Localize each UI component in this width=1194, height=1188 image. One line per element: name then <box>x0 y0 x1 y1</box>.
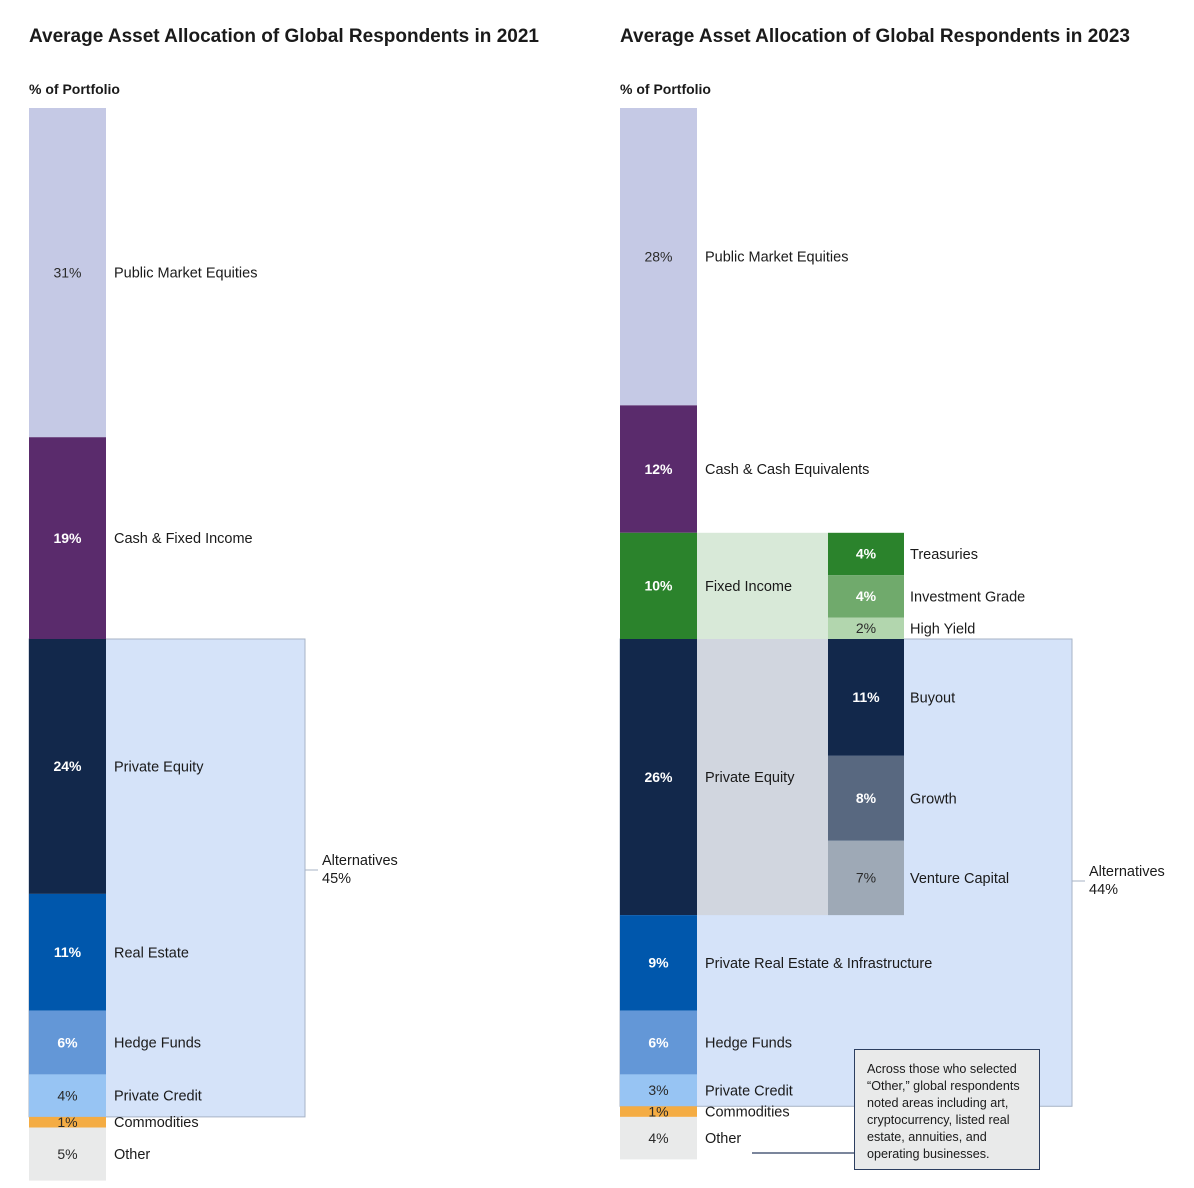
bar-segment-public-market-equities <box>620 108 697 406</box>
bar-segment-private-equity <box>620 639 697 916</box>
bar-segment-hedge-funds <box>620 1010 697 1075</box>
value-label-private-credit: 3% <box>648 1082 668 1098</box>
category-label-private-credit: Private Credit <box>114 1089 202 1105</box>
category-label-private-credit: Private Credit <box>705 1083 793 1099</box>
value-label-buyout: 11% <box>852 689 880 705</box>
sub-segment-high-yield <box>828 617 904 639</box>
private-equity-breakdown-area <box>697 639 828 916</box>
category-label-other: Other <box>705 1131 741 1147</box>
value-label-treasuries: 4% <box>856 546 877 562</box>
category-label-investment-grade: Investment Grade <box>910 590 1025 606</box>
category-label-real-estate: Real Estate <box>114 945 189 961</box>
group-label-alternatives-2023: Alternatives <box>1089 864 1165 880</box>
category-label-venture-capital: Venture Capital <box>910 871 1009 887</box>
bar-segment-cash-and-cash-equivalents <box>620 405 697 533</box>
category-label-cash-and-fixed-income: Cash & Fixed Income <box>114 531 253 547</box>
bar-segment-commodities <box>620 1106 697 1117</box>
category-label-cash-and-cash-equivalents: Cash & Cash Equivalents <box>705 462 869 478</box>
category-label-private-equity: Private Equity <box>705 770 795 786</box>
value-label-commodities: 1% <box>648 1103 668 1119</box>
value-label-public-market-equities: 28% <box>644 248 672 264</box>
fixed-income-breakdown-area <box>697 532 828 639</box>
bar-segment-private-credit <box>620 1074 697 1107</box>
other-annotation-note: Across those who selected “Other,” globa… <box>854 1049 1040 1170</box>
bar-segment-real-estate <box>29 893 106 1011</box>
category-label-commodities: Commodities <box>705 1105 790 1121</box>
value-label-public-market-equities: 31% <box>53 264 81 280</box>
group-value-alternatives-2021: 45% <box>322 871 351 887</box>
group-label-alternatives-2021: Alternatives <box>322 853 398 869</box>
category-label-hedge-funds: Hedge Funds <box>705 1036 792 1052</box>
category-label-commodities: Commodities <box>114 1115 199 1131</box>
value-label-growth: 8% <box>856 790 877 806</box>
sub-segment-investment-grade <box>828 575 904 618</box>
bar-segment-public-market-equities <box>29 108 106 438</box>
bar-segment-private-real-estate-and-infrastructure <box>620 915 697 1011</box>
bar-segment-cash-and-fixed-income <box>29 437 106 639</box>
value-label-cash-and-fixed-income: 19% <box>53 530 82 546</box>
sub-segment-buyout <box>828 639 904 756</box>
sub-segment-treasuries <box>828 532 904 576</box>
value-label-private-credit: 4% <box>57 1087 77 1103</box>
category-label-high-yield: High Yield <box>910 621 975 637</box>
bar-segment-private-equity <box>29 639 106 894</box>
chart-title-2023: Average Asset Allocation of Global Respo… <box>620 26 1130 47</box>
segment-labels-2021: Public Market Equities Cash & Fixed Incom… <box>114 266 257 1163</box>
segment-labels-2023: Public Market Equities Cash & Cash Equiva… <box>705 250 932 1147</box>
category-label-growth: Growth <box>910 791 957 807</box>
category-label-treasuries: Treasuries <box>910 547 978 563</box>
value-label-commodities: 1% <box>57 1114 77 1130</box>
value-label-hedge-funds: 6% <box>57 1034 78 1050</box>
value-label-fixed-income: 10% <box>644 578 673 594</box>
chart-title-2021: Average Asset Allocation of Global Respo… <box>29 26 539 47</box>
category-label-hedge-funds: Hedge Funds <box>114 1036 201 1052</box>
breakdown-bars-2023: 4% Treasuries 4% Investment Grade 2% High Yie… <box>828 532 1025 916</box>
value-label-private-equity: 26% <box>644 769 673 785</box>
sub-segment-growth <box>828 755 904 841</box>
stacked-bar-2023: 28% 12% 10% 26% 9% 6% 3% 1% 4% <box>620 108 828 1160</box>
bar-segment-other <box>29 1127 106 1181</box>
bar-segment-hedge-funds <box>29 1010 106 1075</box>
value-label-real-estate: 11% <box>54 944 82 960</box>
category-label-other: Other <box>114 1147 150 1163</box>
bar-segment-commodities <box>29 1116 106 1128</box>
bar-segment-fixed-income <box>620 532 697 639</box>
value-label-other: 5% <box>57 1146 77 1162</box>
category-label-private-real-estate-and-infrastructure: Private Real Estate & Infrastructure <box>705 956 932 972</box>
bar-segment-other <box>620 1116 697 1160</box>
category-label-private-equity: Private Equity <box>114 759 204 775</box>
value-label-private-equity: 24% <box>53 758 82 774</box>
bar-segment-private-credit <box>29 1074 106 1117</box>
value-label-hedge-funds: 6% <box>648 1034 669 1050</box>
value-label-other: 4% <box>648 1130 668 1146</box>
value-label-venture-capital: 7% <box>856 870 876 886</box>
category-label-fixed-income: Fixed Income <box>705 579 792 595</box>
category-label-public-market-equities: Public Market Equities <box>114 266 257 282</box>
category-label-public-market-equities: Public Market Equities <box>705 250 848 266</box>
value-label-cash-and-cash-equivalents: 12% <box>644 461 673 477</box>
value-label-high-yield: 2% <box>856 620 876 636</box>
y-axis-label-2021: % of Portfolio <box>29 81 120 97</box>
value-label-private-real-estate-and-infrastructure: 9% <box>648 955 669 971</box>
group-value-alternatives-2023: 44% <box>1089 882 1118 898</box>
value-label-investment-grade: 4% <box>856 588 877 604</box>
sub-segment-venture-capital <box>828 840 904 916</box>
category-label-buyout: Buyout <box>910 690 955 706</box>
y-axis-label-2023: % of Portfolio <box>620 81 711 97</box>
stacked-bar-2021: 31% 19% 24% 11% 6% 4% 1% 5% <box>29 108 106 1181</box>
